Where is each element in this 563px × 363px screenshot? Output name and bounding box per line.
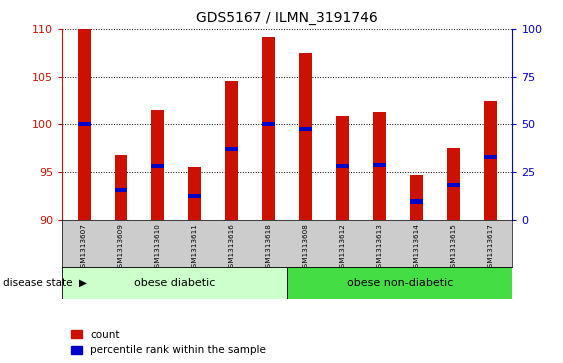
Text: GSM1313609: GSM1313609 [118, 223, 124, 272]
Text: GSM1313617: GSM1313617 [487, 223, 493, 272]
Title: GDS5167 / ILMN_3191746: GDS5167 / ILMN_3191746 [196, 11, 378, 25]
Bar [225, 81, 238, 220]
Bar [373, 112, 386, 220]
Bar [336, 116, 349, 220]
Text: GSM1313618: GSM1313618 [266, 223, 272, 272]
Text: GSM1313612: GSM1313612 [339, 223, 346, 272]
Text: GSM1313615: GSM1313615 [450, 223, 456, 272]
Bar [151, 164, 164, 168]
Bar [299, 53, 312, 220]
Bar [484, 101, 497, 220]
Text: GSM1313613: GSM1313613 [377, 223, 382, 272]
Bar [189, 167, 202, 220]
Text: GSM1313608: GSM1313608 [302, 223, 309, 272]
Bar [151, 110, 164, 220]
Bar [78, 29, 91, 220]
Text: GSM1313616: GSM1313616 [229, 223, 235, 272]
Legend: count, percentile rank within the sample: count, percentile rank within the sample [67, 326, 270, 359]
Bar [225, 147, 238, 151]
Bar [299, 127, 312, 131]
Bar [410, 199, 423, 204]
Bar [262, 122, 275, 126]
Text: obese diabetic: obese diabetic [134, 278, 215, 288]
Text: GSM1313610: GSM1313610 [155, 223, 161, 272]
Text: disease state  ▶: disease state ▶ [3, 278, 87, 288]
Bar [484, 155, 497, 159]
Bar [78, 122, 91, 126]
FancyBboxPatch shape [287, 267, 512, 299]
Bar [262, 37, 275, 220]
Bar [373, 163, 386, 167]
Bar [114, 188, 127, 192]
Bar [114, 155, 127, 220]
Bar [447, 183, 460, 187]
Bar [336, 164, 349, 168]
Bar [410, 175, 423, 220]
Text: GSM1313614: GSM1313614 [413, 223, 419, 272]
FancyBboxPatch shape [62, 267, 287, 299]
Text: GSM1313611: GSM1313611 [192, 223, 198, 272]
Text: obese non-diabetic: obese non-diabetic [347, 278, 453, 288]
Bar [189, 193, 202, 198]
Text: GSM1313607: GSM1313607 [81, 223, 87, 272]
Bar [447, 148, 460, 220]
